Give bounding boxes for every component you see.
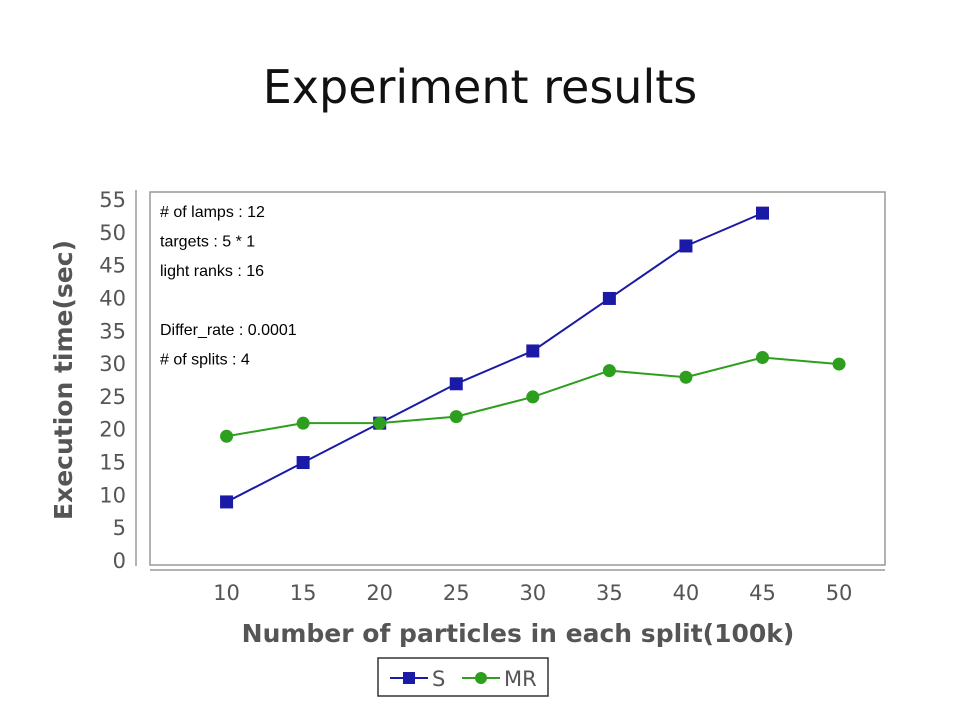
data-point [679,239,693,253]
data-point [449,377,463,391]
plot-frame [135,190,886,571]
data-point [832,357,846,371]
data-point [526,344,540,358]
x-axis-ticks: 10 15 20 25 30 35 40 45 50 [213,581,852,605]
slide-title: Experiment results [262,60,698,114]
y-tick-label: 55 [99,188,126,212]
y-tick-label: 35 [99,319,126,343]
legend-marker [403,672,415,684]
series-line [226,212,763,503]
series-group [220,206,846,509]
y-tick-label: 40 [99,286,126,310]
data-point [602,364,616,378]
annotation-line: light ranks : 16 [160,263,264,280]
data-point [449,410,463,424]
plot-area-border [149,191,886,566]
y-tick-label: 10 [99,483,126,507]
legend: S MR [377,657,549,697]
annotation-block: # of lamps : 12 targets : 5 * 1 light rank… [160,204,297,369]
x-tick-label: 35 [596,581,623,605]
legend-marker [475,672,487,684]
data-point [756,351,769,365]
x-tick-label: 45 [749,581,776,605]
x-axis-title: Number of particles in each split(100k) [242,619,795,648]
data-point [373,416,387,430]
annotation-line: targets : 5 * 1 [160,234,255,251]
annotation-line: Differ_rate : 0.0001 [160,322,297,339]
y-tick-label: 5 [113,516,126,540]
legend-label: MR [504,667,537,691]
x-tick-label: 15 [290,581,317,605]
y-tick-label: 20 [99,418,126,442]
data-point [296,416,310,430]
series-mr [220,351,846,443]
y-tick-label: 45 [99,254,126,278]
y-tick-label: 30 [99,352,126,376]
data-point [602,291,616,305]
y-tick-label: 0 [113,549,126,573]
x-tick-label: 40 [673,581,700,605]
y-tick-label: 25 [99,385,126,409]
data-point [220,429,234,443]
y-axis-title: Execution time(sec) [49,240,78,520]
x-tick-label: 50 [826,581,853,605]
x-tick-label: 25 [443,581,470,605]
y-axis-ticks: 0 5 10 15 20 25 30 35 40 45 50 55 [99,188,126,573]
x-tick-label: 20 [366,581,393,605]
y-tick-label: 15 [99,451,126,475]
data-point [526,390,540,404]
annotation-line: # of lamps : 12 [160,204,265,221]
legend-label: S [432,667,445,691]
y-tick-label: 50 [99,221,126,245]
data-point [679,370,693,384]
data-point [296,456,310,470]
x-tick-label: 10 [213,581,240,605]
series-s [220,206,769,509]
data-point [756,206,769,220]
annotation-line: # of splits : 4 [160,352,250,369]
data-point [220,495,234,509]
x-tick-label: 30 [519,581,546,605]
